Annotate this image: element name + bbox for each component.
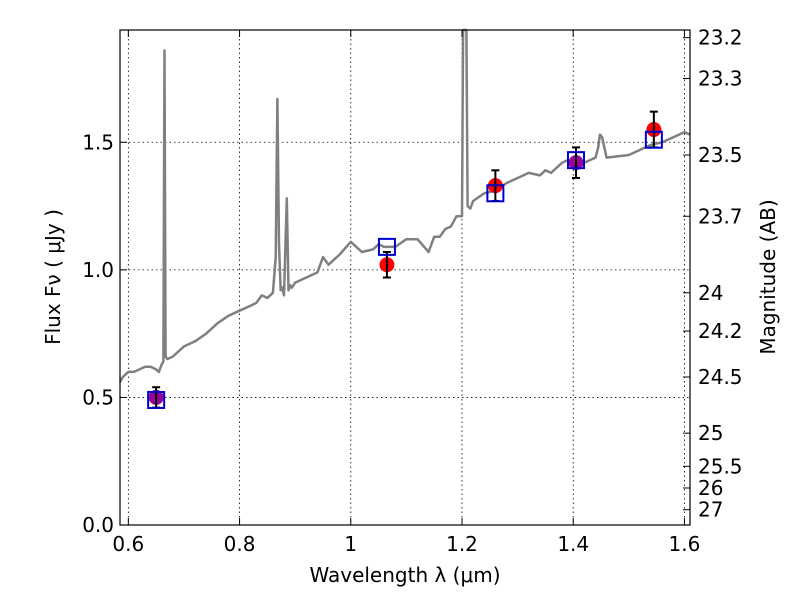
plot-frame <box>119 29 691 526</box>
x-tick-label: 1.6 <box>669 532 701 556</box>
mag-tick-label: 23.3 <box>698 66 743 90</box>
x-tick-label: 0.8 <box>224 532 256 556</box>
mag-tick-label: 27 <box>698 498 723 522</box>
x-axis-label: Wavelength λ (μm) <box>309 563 500 587</box>
mag-tick-label: 25.5 <box>698 454 743 478</box>
y-axis-label: Flux Fν ( μJy ) <box>41 209 65 345</box>
model-photometry-box <box>567 151 585 170</box>
axis-ticks: 0.6 0.8 1 1.2 1.4 1.6 0.0 0.5 1.0 1.5 23.2 23.3 23.5… <box>82 26 742 556</box>
y-tick-label: 1.0 <box>82 258 114 282</box>
model-photometry-box <box>147 390 166 409</box>
y-tick-label: 1.5 <box>82 130 114 154</box>
mag-tick-label: 23.5 <box>698 143 743 167</box>
x-tick-label: 0.6 <box>112 532 144 556</box>
mag-tick-label: 24 <box>698 281 723 305</box>
y2-axis-label: Magnitude (AB) <box>756 199 780 354</box>
mag-tick-label: 24.5 <box>698 365 743 389</box>
y-tick-label: 0.5 <box>82 385 114 409</box>
mag-tick-label: 26 <box>698 476 723 500</box>
mag-tick-label: 25 <box>698 421 723 445</box>
model-photometry-box <box>486 184 505 203</box>
mag-tick-label: 23.7 <box>698 204 743 228</box>
model-photometry-box <box>377 237 396 256</box>
mag-tick-label: 23.2 <box>698 26 743 50</box>
mag-tick-label: 24.2 <box>698 319 743 343</box>
x-tick-label: 1.4 <box>557 532 589 556</box>
model-photometry-box <box>644 130 663 149</box>
x-tick-label: 1.2 <box>446 532 478 556</box>
y-tick-label: 0.0 <box>82 513 114 537</box>
x-tick-label: 1 <box>344 532 357 556</box>
plot-data <box>118 28 691 409</box>
